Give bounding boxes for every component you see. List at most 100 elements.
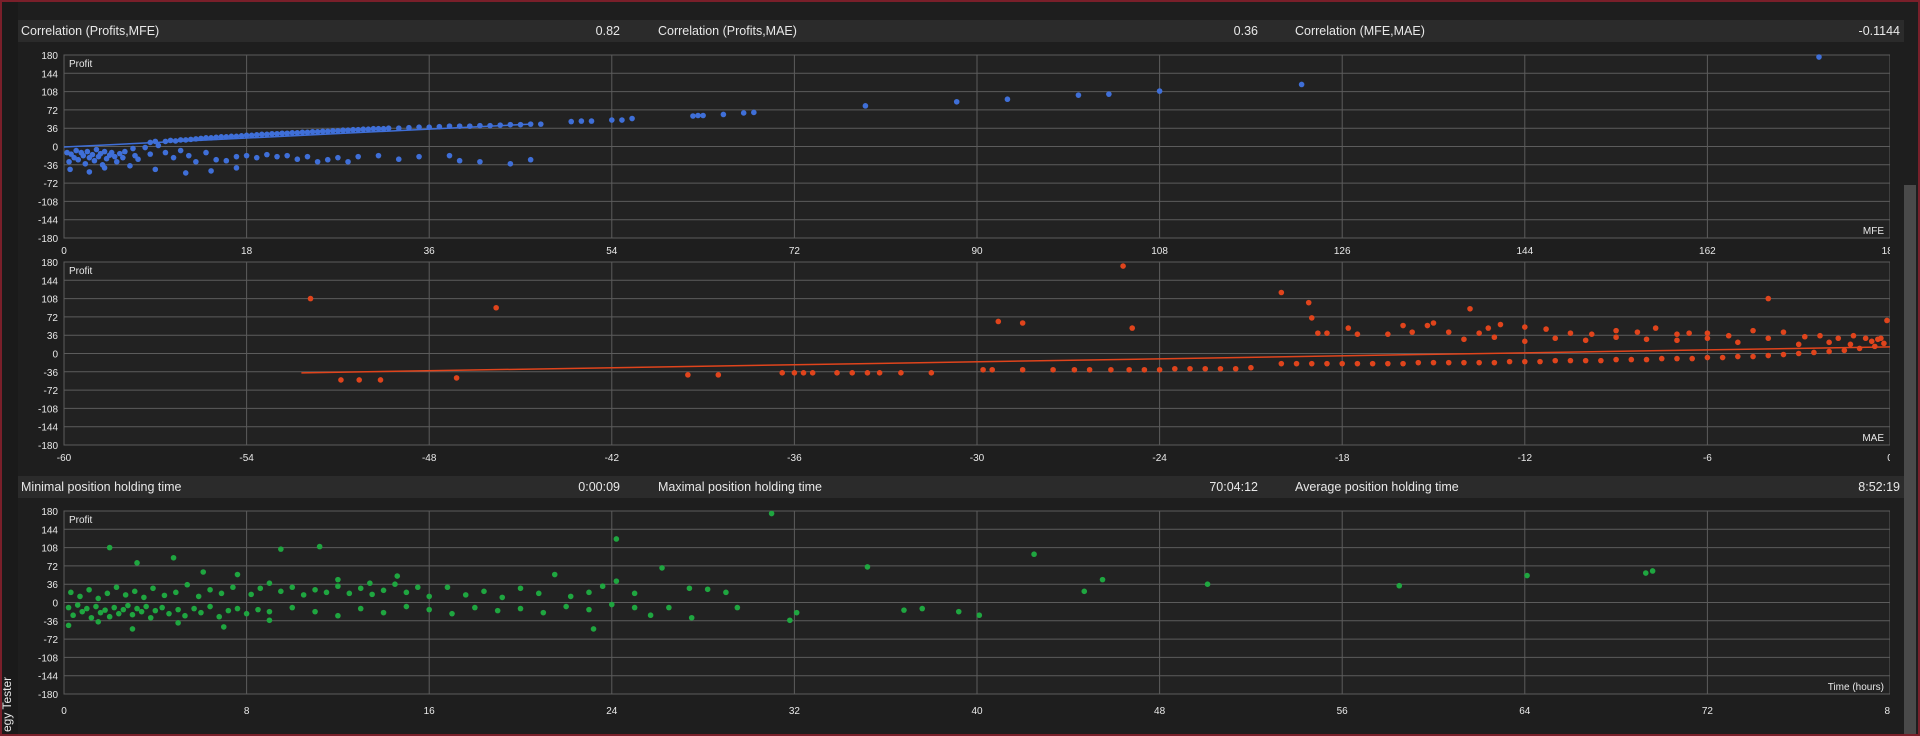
data-point: [338, 377, 344, 383]
data-point: [647, 612, 654, 619]
data-point: [527, 121, 534, 127]
data-point: [177, 137, 184, 143]
data-point: [787, 617, 793, 624]
data-point: [599, 583, 606, 590]
data-point: [238, 133, 245, 139]
data-point: [416, 153, 422, 160]
data-point: [1409, 329, 1415, 335]
data-point: [586, 589, 592, 596]
data-point: [312, 586, 318, 593]
data-point: [335, 154, 341, 161]
scrollbar-thumb[interactable]: [1904, 185, 1916, 734]
x-tick-label: 0: [61, 706, 67, 717]
data-point: [1400, 360, 1406, 367]
y-tick-label: -180: [38, 690, 58, 701]
data-point: [1643, 356, 1650, 363]
data-point: [127, 163, 133, 169]
data-point: [375, 125, 382, 132]
data-point: [233, 153, 240, 160]
data-point: [1567, 357, 1574, 364]
x-tick-label: 0: [61, 246, 67, 257]
x-tick-label: 108: [1151, 246, 1168, 257]
data-point: [1816, 54, 1822, 60]
data-point: [1522, 324, 1528, 330]
data-point: [175, 620, 181, 626]
data-point: [299, 129, 306, 136]
data-point: [1719, 354, 1726, 361]
data-point: [1019, 366, 1026, 373]
data-point: [1735, 353, 1741, 360]
data-point: [101, 148, 108, 155]
data-point: [1120, 263, 1126, 269]
data-point: [335, 583, 341, 590]
data-point: [234, 605, 241, 612]
data-point: [88, 614, 95, 621]
data-point: [568, 118, 575, 125]
y-tick-label: 0: [52, 350, 58, 361]
data-point: [86, 169, 93, 175]
data-point: [104, 590, 111, 597]
y-tick-label: 180: [41, 51, 58, 62]
side-tab-panel[interactable]: egy Tester: [0, 2, 18, 734]
data-point: [1476, 330, 1482, 336]
data-point: [609, 601, 615, 608]
data-point: [1445, 329, 1452, 335]
data-point: [1817, 332, 1823, 339]
data-point: [472, 604, 478, 611]
y-tick-label: 144: [41, 525, 58, 536]
data-point: [1552, 357, 1559, 364]
data-point: [218, 590, 225, 597]
data-point: [1324, 330, 1330, 336]
x-tick-label: 80: [1884, 706, 1890, 717]
x-tick-label: 24: [606, 706, 618, 717]
data-point: [527, 156, 534, 163]
data-point: [300, 592, 307, 598]
data-point: [1613, 327, 1619, 334]
data-point: [403, 589, 410, 596]
data-point: [1491, 359, 1498, 366]
data-point: [898, 370, 904, 376]
corr-profit-mfe-label: Correlation (Profits,MFE): [21, 24, 160, 38]
data-point: [1524, 572, 1530, 579]
data-point: [1385, 360, 1391, 367]
y-tick-label: 144: [41, 69, 58, 80]
data-point: [1704, 335, 1711, 342]
data-point: [1086, 366, 1093, 373]
data-point: [95, 619, 102, 625]
x-tick-label: 54: [606, 246, 618, 257]
data-point: [477, 158, 483, 165]
data-point: [1485, 325, 1492, 331]
data-point: [1129, 325, 1136, 331]
data-point: [213, 156, 219, 163]
data-point: [106, 544, 113, 551]
data-point: [1658, 355, 1665, 362]
data-point: [414, 584, 421, 591]
min-holding-label: Minimal position holding time: [21, 480, 182, 494]
max-holding-value: 70:04:12: [1209, 480, 1258, 494]
x-tick-label: 162: [1699, 246, 1716, 257]
data-point: [1582, 357, 1589, 364]
data-point: [278, 588, 284, 595]
data-point: [106, 613, 113, 620]
data-point: [1868, 338, 1875, 345]
data-point: [345, 158, 351, 165]
corr-mfe-mae-value: -0.1144: [1858, 24, 1900, 38]
y-tick-label: -108: [38, 653, 58, 664]
data-point: [346, 590, 353, 597]
data-point: [715, 372, 722, 378]
x-tick-label: 16: [424, 706, 436, 717]
data-point: [976, 612, 983, 619]
data-point: [1801, 333, 1808, 340]
data-point: [1415, 359, 1422, 366]
data-point: [1071, 366, 1078, 373]
data-point: [493, 304, 499, 311]
data-point: [304, 153, 311, 160]
data-point: [609, 117, 615, 123]
data-point: [1881, 340, 1887, 347]
y-tick-label: -144: [38, 672, 58, 683]
data-point: [1841, 347, 1848, 354]
data-point: [487, 122, 493, 129]
x-axis-label: MAE: [1862, 433, 1884, 444]
data-point: [93, 146, 100, 153]
data-point: [849, 370, 856, 376]
